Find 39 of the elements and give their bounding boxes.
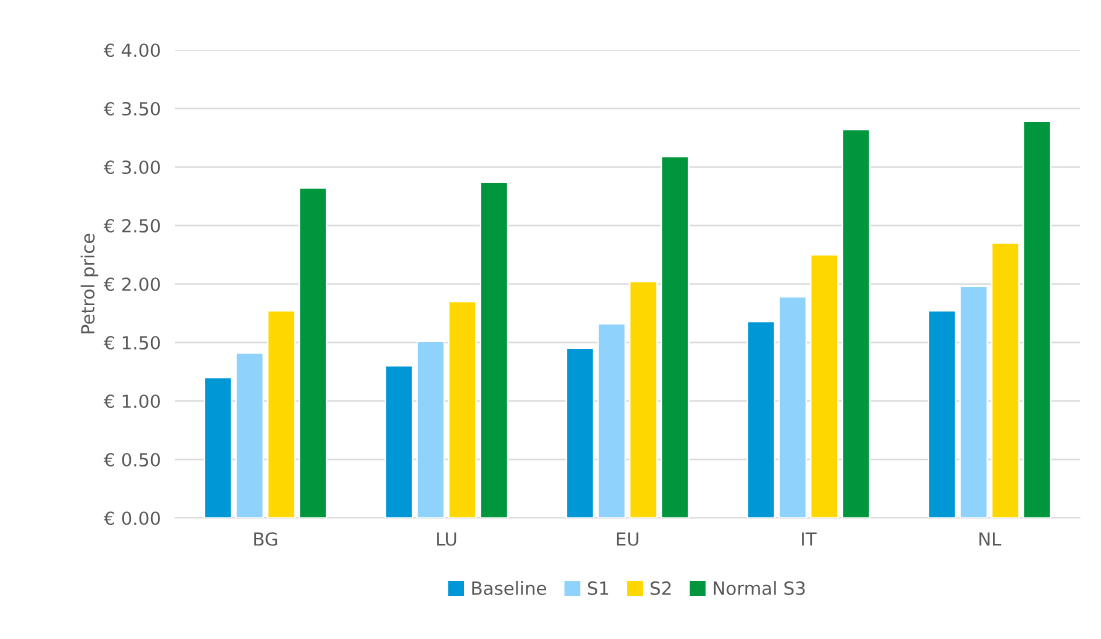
bar <box>298 187 328 518</box>
legend-label: S2 <box>650 581 671 596</box>
bar <box>778 296 807 518</box>
bar <box>565 347 595 518</box>
bar <box>597 323 626 518</box>
legend-label: S1 <box>587 581 609 596</box>
x-tick-label: EU <box>616 532 639 546</box>
bar <box>267 310 296 518</box>
y-tick-label: € 1.50 <box>103 335 160 350</box>
x-tick-label: IT <box>802 532 817 546</box>
y-tick-label: € 2.00 <box>103 277 160 292</box>
y-tick-label: € 3.50 <box>103 101 160 116</box>
bar <box>959 285 988 518</box>
bar <box>810 254 839 518</box>
bar <box>660 155 690 518</box>
bar <box>629 280 658 518</box>
bar <box>1022 120 1052 518</box>
y-tick-label: € 1.00 <box>103 394 160 409</box>
bar <box>479 181 509 518</box>
y-tick-label: € 0.00 <box>103 511 160 526</box>
bar <box>841 128 871 518</box>
y-axis-title: Petrol price <box>80 233 99 334</box>
bar <box>746 320 776 518</box>
y-tick-label: € 0.50 <box>103 452 160 467</box>
bar <box>448 300 477 518</box>
bar <box>203 376 233 518</box>
bar <box>384 365 414 518</box>
x-tick-label: NL <box>979 532 1002 546</box>
x-tick-label: LU <box>437 532 457 546</box>
y-tick-label: € 4.00 <box>103 43 160 58</box>
bar <box>235 352 264 518</box>
y-tick-label: € 2.50 <box>103 218 160 233</box>
legend-label: Baseline <box>472 581 547 596</box>
bar <box>416 340 445 518</box>
y-tick-label: € 3.00 <box>103 160 160 175</box>
bar <box>927 310 957 518</box>
x-tick-label: BG <box>254 532 278 546</box>
legend-label: Normal S3 <box>713 581 805 596</box>
bar <box>991 242 1020 518</box>
